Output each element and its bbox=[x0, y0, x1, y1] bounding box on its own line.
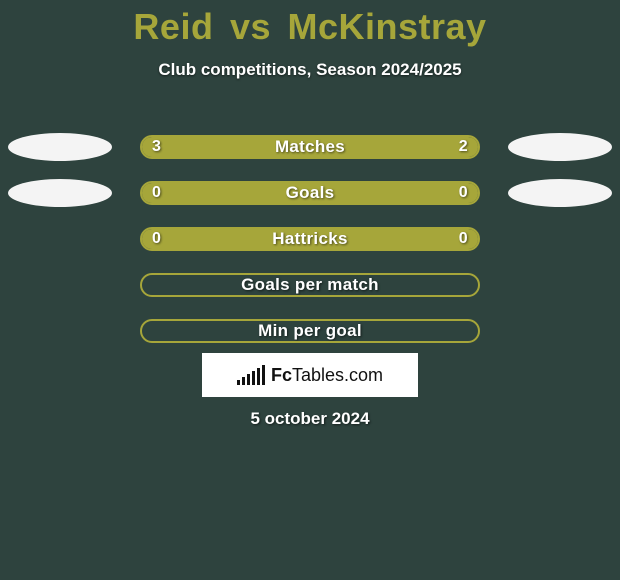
stat-label: Goals bbox=[142, 183, 478, 203]
team-badge-right bbox=[508, 179, 612, 207]
stat-label: Hattricks bbox=[142, 229, 478, 249]
team-badge-left bbox=[8, 179, 112, 207]
title-player1: Reid bbox=[133, 6, 213, 47]
stat-row: Goals0 0 bbox=[0, 170, 620, 216]
stat-value-right: 0 bbox=[459, 183, 468, 203]
title: Reid vs McKinstray bbox=[0, 0, 620, 48]
stat-value-right: 2 bbox=[459, 137, 468, 157]
stat-bar: Matches3 2 bbox=[140, 135, 480, 159]
logo-text-3: .com bbox=[344, 365, 383, 385]
date-label: 5 october 2024 bbox=[0, 409, 620, 429]
stat-row: Hattricks0 0 bbox=[0, 216, 620, 262]
stat-row: Matches3 2 bbox=[0, 124, 620, 170]
title-vs: vs bbox=[230, 6, 271, 47]
stat-bar: Min per goal bbox=[140, 319, 480, 343]
title-player2: McKinstray bbox=[288, 6, 487, 47]
stat-row: Min per goal bbox=[0, 308, 620, 354]
stat-bar: Goals per match bbox=[140, 273, 480, 297]
stat-label: Goals per match bbox=[142, 275, 478, 295]
logo-bars-icon bbox=[237, 365, 265, 385]
team-badge-left bbox=[8, 133, 112, 161]
stat-label: Min per goal bbox=[142, 321, 478, 341]
stat-value-left: 3 bbox=[152, 137, 161, 157]
logo-text: FcTables.com bbox=[271, 365, 383, 386]
stats-rows: Matches32Goals00Hattricks00Goals per mat… bbox=[0, 124, 620, 354]
stat-row: Goals per match bbox=[0, 262, 620, 308]
logo-text-2: Tables bbox=[292, 365, 344, 385]
logo-text-1: Fc bbox=[271, 365, 292, 385]
stat-bar: Goals0 0 bbox=[140, 181, 480, 205]
stats-card: Reid vs McKinstray Club competitions, Se… bbox=[0, 0, 620, 580]
stat-value-right: 0 bbox=[459, 229, 468, 249]
team-badge-right bbox=[508, 133, 612, 161]
site-logo: FcTables.com bbox=[202, 353, 418, 397]
stat-value-left: 0 bbox=[152, 229, 161, 249]
stat-value-left: 0 bbox=[152, 183, 161, 203]
stat-bar: Hattricks0 0 bbox=[140, 227, 480, 251]
subtitle: Club competitions, Season 2024/2025 bbox=[0, 60, 620, 80]
stat-label: Matches bbox=[142, 137, 478, 157]
